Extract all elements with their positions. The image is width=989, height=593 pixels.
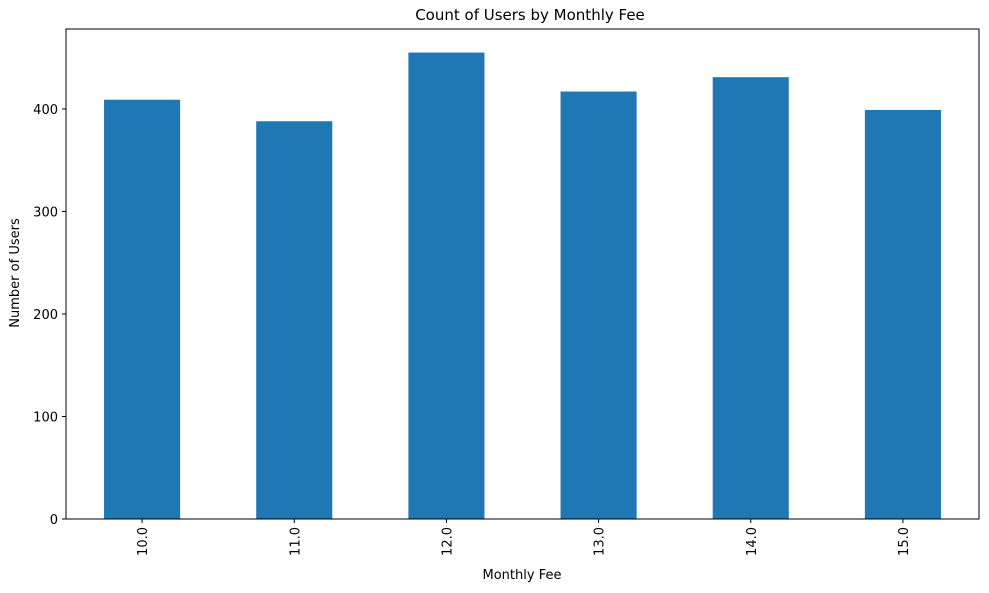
- x-tick-label: 10.0: [136, 527, 151, 556]
- x-tick-label: 11.0: [288, 527, 303, 556]
- x-tick-label: 12.0: [440, 527, 455, 556]
- bar-13.0: [560, 91, 637, 520]
- y-tick-label: 100: [33, 410, 58, 425]
- y-tick-label: 400: [33, 103, 58, 118]
- y-tick-label: 0: [50, 513, 58, 528]
- plot-frame: [65, 28, 980, 520]
- bar-14.0: [712, 77, 789, 519]
- y-tick-label: 300: [33, 205, 58, 220]
- bar-15.0: [864, 109, 941, 519]
- chart-title: Count of Users by Monthly Fee: [415, 6, 645, 24]
- x-tick-label: 15.0: [897, 527, 912, 556]
- bar-12.0: [408, 52, 485, 520]
- x-axis-label: Monthly Fee: [483, 568, 562, 583]
- bar-10.0: [104, 99, 181, 520]
- bars-layer: [104, 52, 941, 520]
- bar-11.0: [256, 121, 333, 520]
- ticks-layer: 10.0 11.0 12.0 13.0 14.0 15.0 0 100 200 300 400: [33, 103, 912, 556]
- y-axis-label: Number of Users: [8, 218, 23, 328]
- x-tick-label: 13.0: [593, 527, 608, 556]
- x-tick-label: 14.0: [745, 527, 760, 556]
- y-tick-label: 200: [33, 308, 58, 323]
